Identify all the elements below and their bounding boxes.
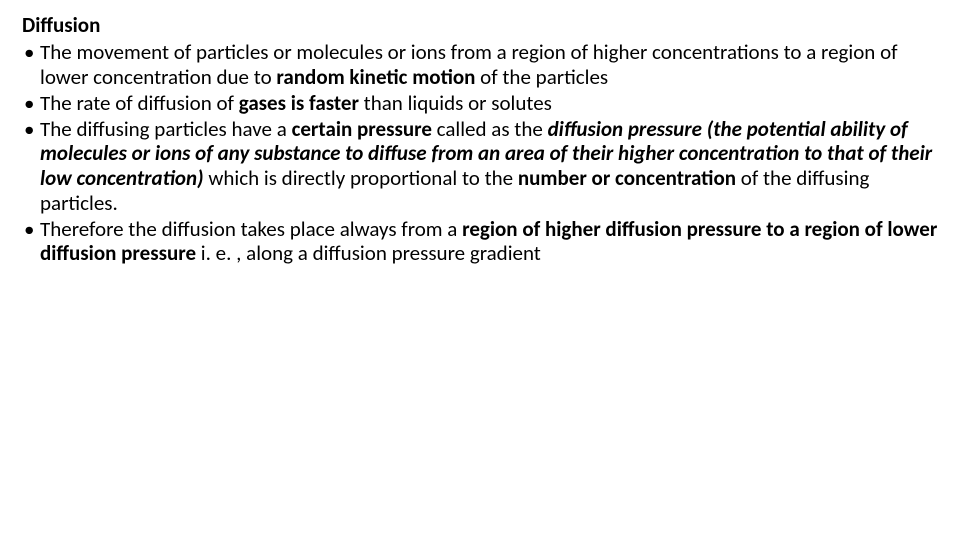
text-run-bold: gases is faster [239, 90, 364, 116]
slide-title: Diffusion [22, 12, 938, 38]
text-run: Therefore the diffusion takes place alwa… [40, 216, 462, 242]
text-run-bold: random kinetic motion [276, 64, 480, 90]
slide: Diffusion The movement of particles or m… [0, 0, 960, 266]
text-run-bold: number or concentration [518, 165, 741, 191]
list-item: The movement of particles or molecules o… [22, 40, 938, 90]
bullet-list: The movement of particles or molecules o… [22, 40, 938, 266]
text-run: than liquids or solutes [364, 90, 552, 116]
text-run: The rate of diffusion of [40, 90, 239, 116]
text-run: which is directly proportional to the [208, 165, 518, 191]
list-item: Therefore the diffusion takes place alwa… [22, 217, 938, 267]
text-run: i. e. , along a diffusion pressure gradi… [201, 240, 541, 266]
text-run-bold: certain pressure [292, 116, 437, 142]
text-run: The diffusing particles have a [40, 116, 292, 142]
text-run: called as the [437, 116, 548, 142]
text-run: of the particles [480, 64, 608, 90]
list-item: The rate of diffusion of gases is faster… [22, 91, 938, 116]
list-item: The diffusing particles have a certain p… [22, 117, 938, 216]
